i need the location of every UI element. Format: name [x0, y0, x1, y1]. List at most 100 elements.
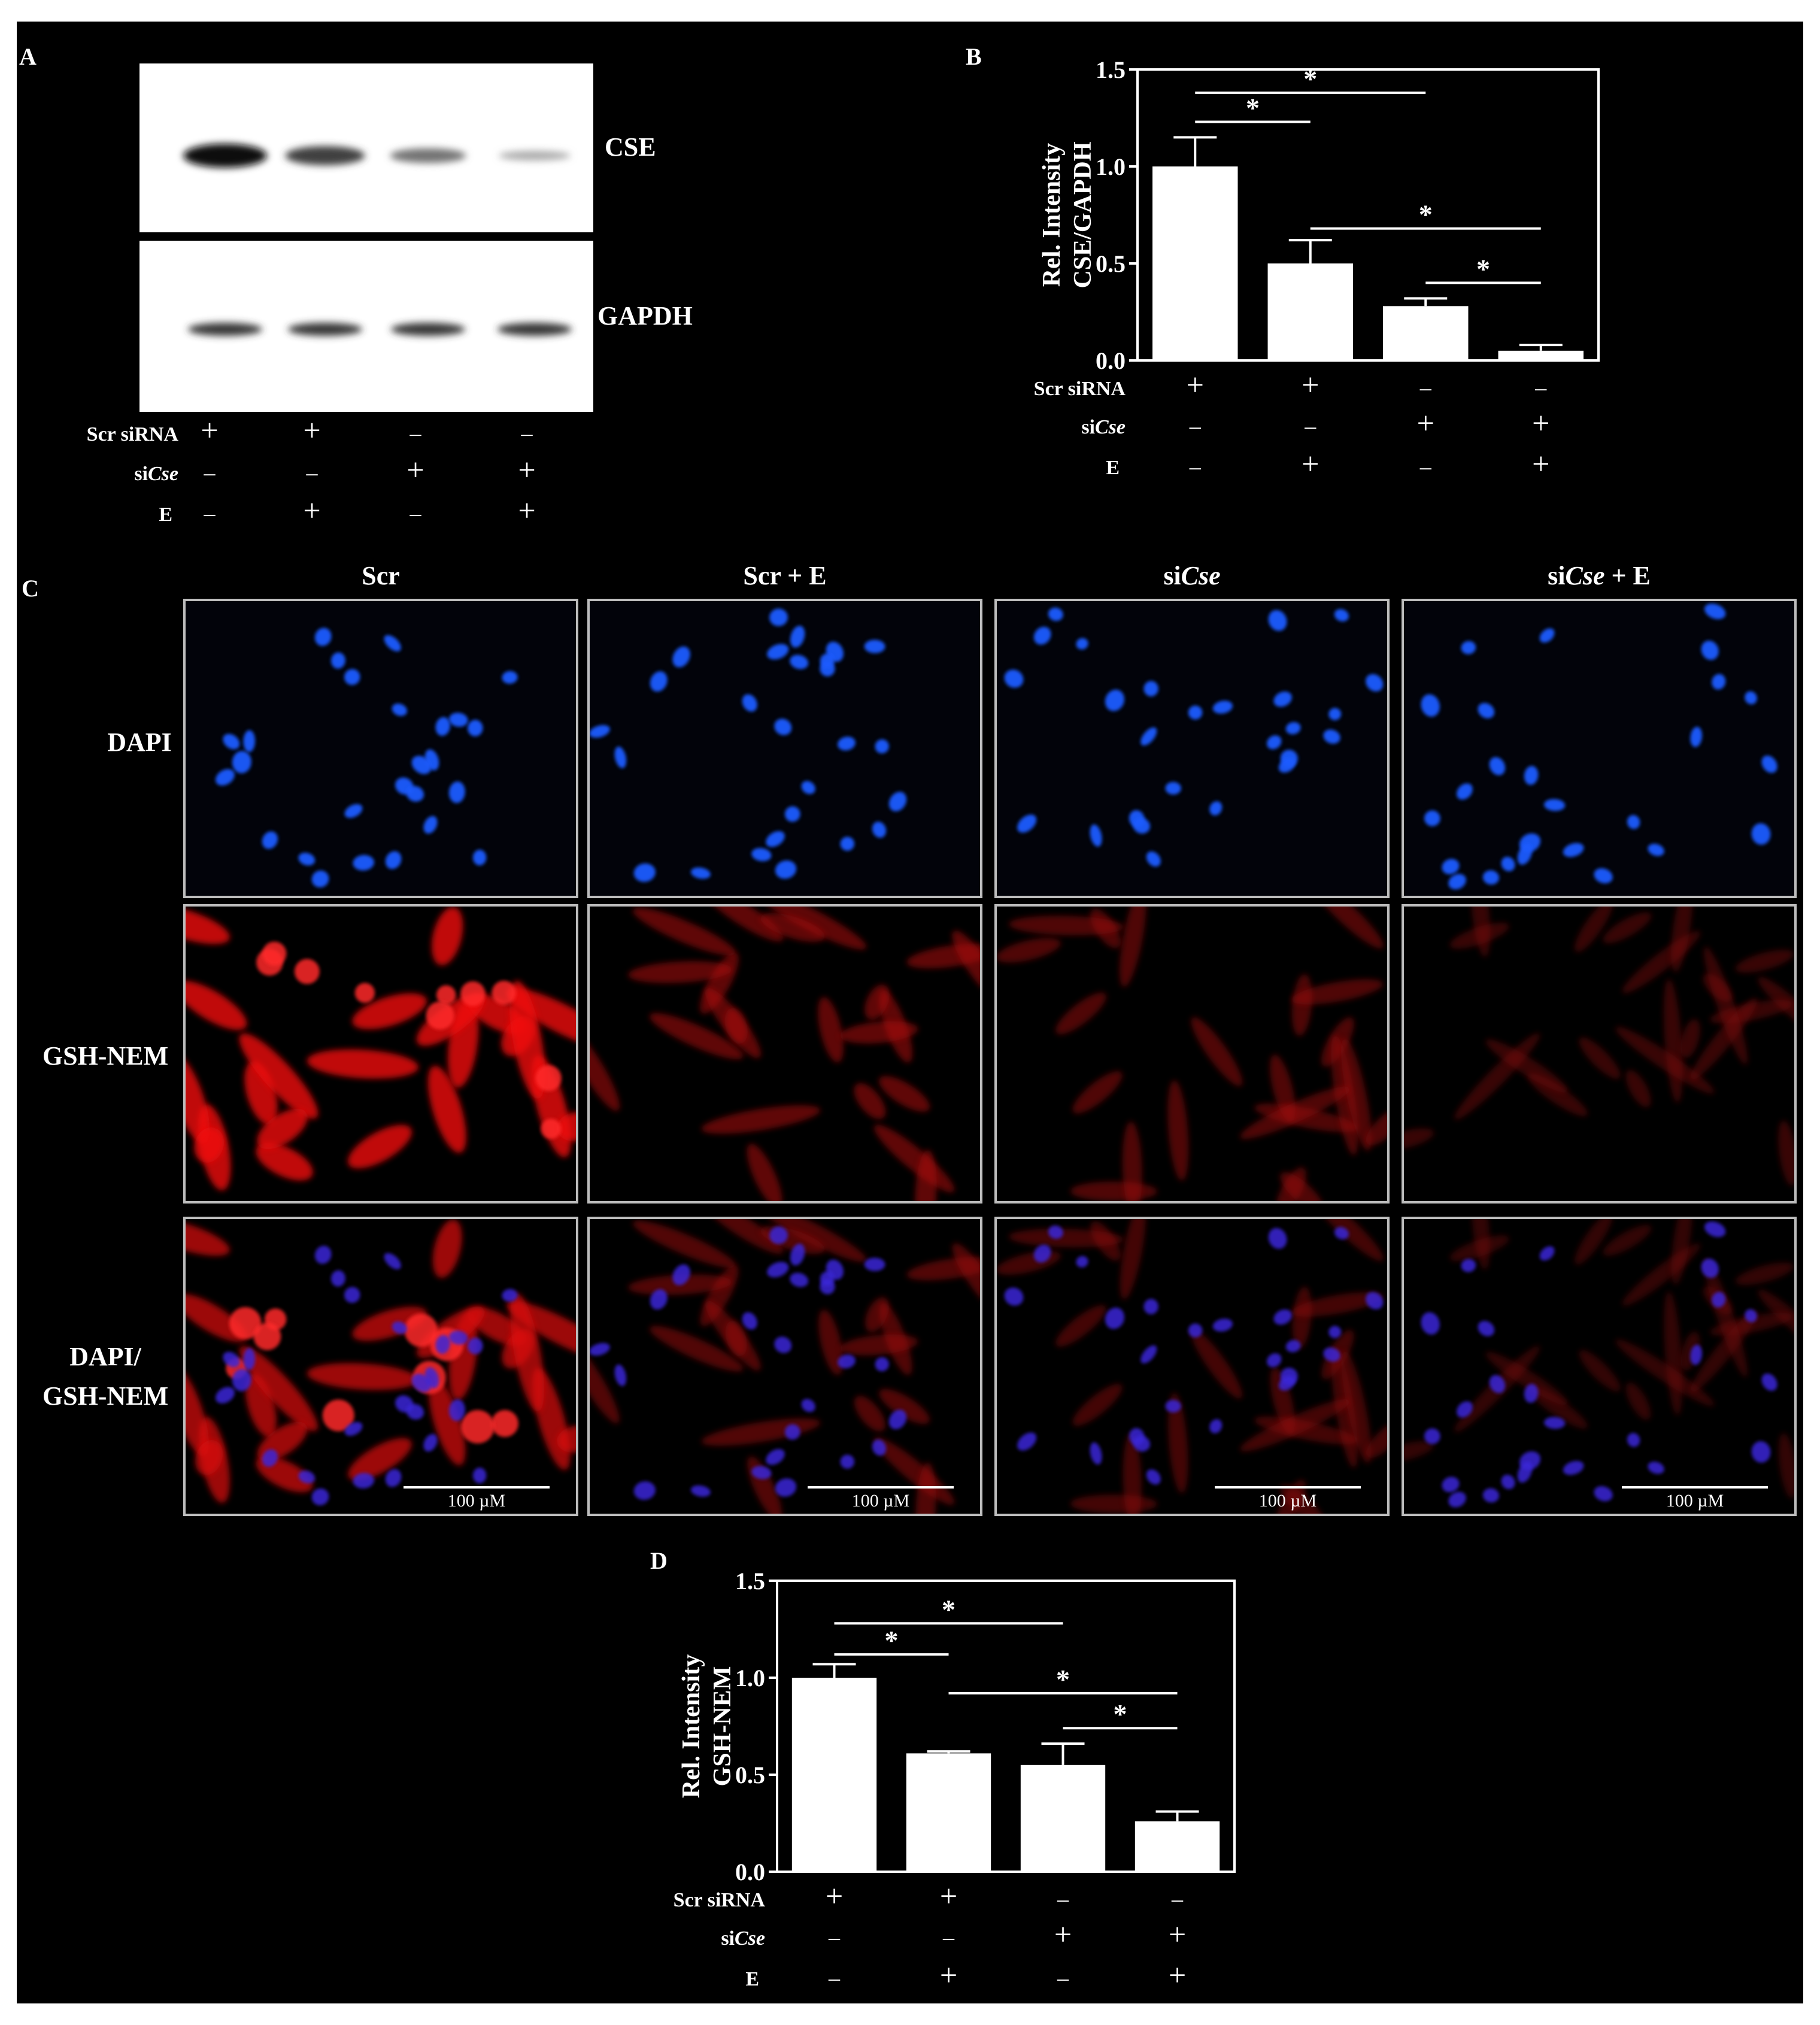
cell-body — [854, 1396, 885, 1432]
bar — [1135, 1821, 1220, 1872]
nucleus — [1266, 1353, 1282, 1368]
chart-b: 0.0 0.5 1.0 1.5 Rel. Intensity CSE/GAPDH * * * * S… — [1034, 56, 1600, 481]
nucleus — [820, 653, 835, 668]
nucleus — [1323, 729, 1340, 744]
gapdh-band — [498, 323, 572, 336]
nucleus — [1273, 1309, 1292, 1325]
bar — [791, 1678, 877, 1872]
nucleus — [406, 1403, 424, 1420]
nucleus — [1594, 868, 1613, 884]
cse-band — [285, 145, 365, 166]
nucleus — [298, 1471, 316, 1484]
y-axis-label-line: GSH-NEM — [709, 1666, 736, 1787]
cond-a-symbol: + — [407, 453, 424, 487]
gapdh-band — [188, 323, 262, 336]
chart-cond-symbol: – — [828, 1966, 841, 1991]
cell-body — [257, 1108, 308, 1150]
micro-panel-border — [183, 1217, 578, 1516]
nucleus — [840, 1454, 855, 1469]
cell-soma — [535, 1065, 562, 1092]
column-header: siCse — [1163, 561, 1220, 590]
cell-body — [1008, 916, 1124, 936]
nucleus — [1090, 1442, 1102, 1465]
chart-cond-symbol: – — [1189, 414, 1202, 439]
row-label-merge-line2: GSH-NEM — [43, 1381, 168, 1411]
cell-body — [1341, 1350, 1372, 1464]
micro-background — [184, 600, 577, 897]
micro-panel-border — [994, 1217, 1390, 1516]
cell-body — [1072, 1071, 1123, 1114]
cell-body — [915, 1462, 936, 1515]
cell-body — [256, 1142, 313, 1181]
nucleus — [472, 1468, 487, 1484]
nucleus — [751, 848, 772, 862]
nucleus — [1704, 603, 1726, 620]
column-header: Scr + E — [743, 561, 826, 590]
y-tick-label: 0.5 — [1096, 250, 1126, 277]
nucleus — [801, 1399, 815, 1412]
micro-panel-merge: 100 µM — [587, 1217, 982, 1516]
cond-a-symbol: – — [410, 421, 422, 446]
cell-body — [839, 1334, 918, 1356]
micro-panel-border — [183, 599, 578, 898]
cell-body — [839, 1021, 918, 1044]
nucleus — [1539, 1246, 1555, 1261]
nucleus — [769, 608, 788, 626]
nucleus — [1648, 1462, 1664, 1474]
cond-sicse-label: siCse — [1081, 416, 1126, 438]
chart-cond-symbol: + — [1302, 368, 1319, 402]
cell-body — [703, 1218, 784, 1254]
cell-body — [1168, 1393, 1188, 1494]
nucleus — [838, 736, 856, 751]
chart-cond-symbol: + — [1532, 407, 1549, 441]
cell-body — [1575, 1218, 1613, 1265]
nucleus — [330, 1270, 345, 1287]
cell-body — [1167, 1080, 1189, 1181]
cond-a-symbol: – — [410, 501, 422, 526]
cell-body — [649, 1326, 744, 1372]
column-header-text: si — [1163, 561, 1181, 590]
nucleus — [353, 1472, 375, 1489]
nucleus — [769, 1226, 788, 1244]
nucleus — [1323, 1347, 1340, 1362]
nucleus — [1165, 781, 1181, 795]
nucleus — [1424, 1428, 1440, 1444]
nucleus — [423, 1433, 438, 1452]
micro-panel-dapi — [1402, 599, 1797, 898]
nucleus — [1165, 1399, 1181, 1413]
cond-sicse-label: siCse — [721, 1927, 765, 1950]
nucleus — [1648, 844, 1664, 856]
chart-cond-symbol: + — [940, 1959, 957, 1993]
cell-body — [1735, 950, 1794, 973]
figure-canvas: A B C D CSE GAPDH Scr siRNA siCse E + + – –… — [19, 43, 1797, 1993]
nucleus — [243, 1348, 256, 1371]
cell-body — [506, 988, 577, 1050]
micro-panel-dapi — [994, 599, 1390, 898]
cell-body — [1625, 1069, 1651, 1108]
nucleus — [872, 1439, 887, 1456]
cell-body — [1690, 998, 1758, 1080]
cell-body — [347, 1124, 412, 1169]
cell-body — [1575, 905, 1613, 953]
cell-body — [1681, 1019, 1700, 1059]
cell-body — [1449, 922, 1509, 949]
panel-label-b: B — [966, 43, 982, 70]
nucleus — [790, 654, 809, 669]
nucleus — [1627, 1433, 1640, 1447]
micro-panel-border — [1402, 1217, 1797, 1516]
y-axis-label-line: Rel. Intensity — [1038, 143, 1066, 287]
row-label-gsh-nem: GSH-NEM — [43, 1041, 168, 1071]
nucleus — [1212, 701, 1233, 714]
nucleus — [672, 646, 690, 668]
cell-soma — [460, 1409, 495, 1444]
cond-scr-label: Scr siRNA — [674, 1889, 766, 1911]
nucleus — [472, 850, 487, 866]
chart-cond-symbol: – — [1171, 1887, 1184, 1912]
nucleus — [614, 1364, 627, 1387]
chart-cond-symbol: – — [1057, 1966, 1069, 1991]
nucleus — [1448, 1492, 1466, 1508]
nucleus — [1212, 1318, 1233, 1332]
cell-body — [854, 1083, 886, 1120]
cell-body — [1615, 1339, 1715, 1406]
nucleus — [775, 1478, 797, 1497]
